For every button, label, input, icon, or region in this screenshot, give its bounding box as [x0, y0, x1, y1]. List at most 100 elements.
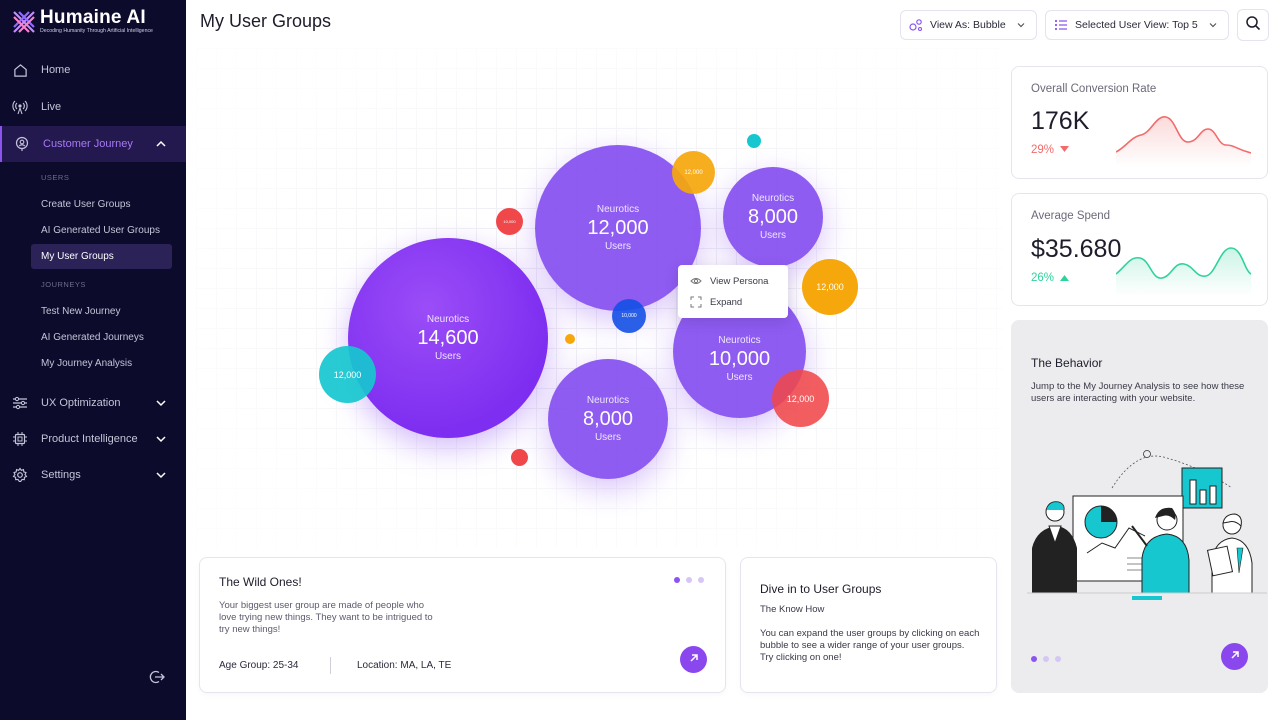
sub-item-my-user-groups[interactable]: My User Groups	[31, 244, 172, 269]
age-group: Age Group: 25-34	[219, 660, 299, 671]
conversion-label: Overall Conversion Rate	[1031, 83, 1157, 95]
bubble-unit: Users	[434, 351, 462, 362]
wild-ones-pagination[interactable]	[674, 577, 710, 583]
sub-item-test-new-journey[interactable]: Test New Journey	[41, 306, 121, 317]
pagination-dot[interactable]	[698, 577, 704, 583]
pagination-dot[interactable]	[686, 577, 692, 583]
selected-user-view-dropdown[interactable]: Selected User View: Top 5	[1045, 10, 1229, 40]
bubble-unit: Users	[594, 432, 622, 443]
pagination-dot[interactable]	[1055, 656, 1061, 662]
sidebar: Humaine AI Decoding Humanity Through Art…	[0, 0, 186, 720]
bubble-value: 12,000	[587, 217, 649, 239]
nav-live[interactable]: Live	[0, 89, 186, 125]
nav-home[interactable]: Home	[0, 52, 186, 88]
small-bubble-value: 12,000	[333, 369, 362, 380]
sub-item-create-user-groups[interactable]: Create User Groups	[41, 199, 131, 210]
conversion-sparkline	[1116, 116, 1251, 167]
home-icon	[12, 62, 28, 78]
sub-item-my-journey-analysis[interactable]: My Journey Analysis	[41, 358, 133, 369]
wild-ones-card	[199, 557, 726, 693]
small-bubble-orange-top[interactable]: 12,000	[672, 151, 715, 194]
triangle-down-icon	[1060, 144, 1070, 156]
nav-settings[interactable]: Settings	[0, 457, 186, 493]
arrow-up-right-icon	[1229, 648, 1241, 666]
small-bubble-teal-left[interactable]: 12,000	[319, 346, 376, 403]
nav-customer-journey[interactable]: Customer Journey	[0, 126, 186, 162]
small-bubble-teal-dot[interactable]	[747, 134, 761, 148]
spend-value: $35.680	[1031, 235, 1122, 263]
small-bubble-red-small[interactable]: 10,000	[496, 208, 523, 235]
small-bubble-red-right[interactable]: 12,000	[772, 370, 829, 427]
chevron-down-icon	[1016, 20, 1026, 30]
wild-ones-open-button[interactable]	[680, 646, 707, 673]
spend-change-value: 26%	[1031, 272, 1055, 284]
small-bubble-orange-dot[interactable]	[565, 334, 575, 344]
conversion-value: 176K	[1031, 107, 1090, 135]
bubble-name: Neurotics	[586, 395, 630, 406]
sub-item-ai-generated-journeys[interactable]: AI Generated Journeys	[41, 332, 144, 343]
average-spend-card: Average Spend $35.680 26%	[1011, 193, 1268, 306]
chevron-down-icon	[154, 396, 168, 410]
nav-ux-optimization-label: UX Optimization	[41, 397, 121, 409]
chip-icon	[12, 431, 28, 447]
bubble-group-1[interactable]: Neurotics 14,600 Users	[348, 238, 548, 438]
view-as-dropdown[interactable]: View As: Bubble	[900, 10, 1037, 40]
wild-ones-title: The Wild Ones!	[219, 575, 302, 589]
location: Location: MA, LA, TE	[357, 660, 452, 671]
pagination-dot[interactable]	[674, 577, 680, 583]
small-bubble-value: 10,000	[503, 219, 516, 224]
eye-icon	[690, 275, 702, 287]
triangle-up-icon	[1060, 272, 1070, 284]
page-title: My User Groups	[200, 11, 332, 31]
bubble-name: Neurotics	[426, 314, 470, 325]
bubble-group-5[interactable]: Neurotics 8,000 Users	[548, 359, 668, 479]
broadcast-icon	[12, 99, 28, 115]
expand-icon	[690, 296, 702, 308]
bubble-value: 10,000	[708, 347, 771, 370]
team-analytics-illustration	[1027, 450, 1267, 600]
chevron-up-icon	[154, 137, 168, 151]
chevron-down-icon	[154, 432, 168, 446]
conversion-rate-card: Overall Conversion Rate 176K 29%	[1011, 66, 1268, 179]
small-bubble-orange-right[interactable]: 12,000	[802, 259, 858, 315]
behavior-card: The Behavior Jump to the My Journey Anal…	[1011, 320, 1268, 693]
logout-icon[interactable]	[149, 669, 165, 685]
pagination-dot[interactable]	[1031, 656, 1037, 662]
small-bubble-red-dot[interactable]	[511, 449, 528, 466]
sub-item-ai-generated-user-groups[interactable]: AI Generated User Groups	[41, 225, 160, 236]
selected-user-view-label: Selected User View: Top 5	[1075, 19, 1198, 31]
bubble-value: 8,000	[582, 408, 634, 430]
small-bubble-value: 10,000	[621, 313, 637, 319]
nav-product-intelligence[interactable]: Product Intelligence	[0, 421, 186, 457]
expand-menu-item[interactable]: Expand	[690, 296, 742, 308]
dive-in-title: Dive in to User Groups	[760, 582, 882, 596]
behavior-title: The Behavior	[1031, 356, 1103, 370]
nav-settings-label: Settings	[41, 469, 81, 481]
bubble-group-3[interactable]: Neurotics 8,000 Users	[723, 167, 823, 267]
pagination-dot[interactable]	[1043, 656, 1049, 662]
search-button[interactable]	[1237, 9, 1269, 41]
view-persona-menu-item[interactable]: View Persona	[690, 275, 768, 287]
wild-ones-description: Your biggest user group are made of peop…	[219, 600, 433, 635]
small-bubble-blue-center[interactable]: 10,000	[612, 299, 646, 333]
bubble-unit: Users	[726, 371, 753, 383]
spend-change: 26%	[1031, 272, 1070, 284]
arrow-up-right-icon	[688, 651, 700, 669]
conversion-change: 29%	[1031, 144, 1070, 156]
bubble-value: 8,000	[747, 206, 799, 228]
logo[interactable]: Humaine AI Decoding Humanity Through Art…	[12, 8, 153, 35]
bubble-context-menu: View Persona Expand	[678, 265, 788, 318]
dive-in-card	[740, 557, 997, 693]
section-label-users: USERS	[41, 173, 70, 182]
view-persona-label: View Persona	[710, 275, 769, 287]
expand-label: Expand	[710, 296, 743, 308]
behavior-text: Jump to the My Journey Analysis to see h…	[1031, 381, 1245, 404]
brand-name: Humaine AI	[40, 7, 146, 28]
bubble-unit: Users	[604, 241, 632, 252]
behavior-pagination[interactable]	[1031, 656, 1067, 662]
list-icon	[1054, 18, 1068, 32]
chevron-down-icon	[1208, 20, 1218, 30]
behavior-open-button[interactable]	[1221, 643, 1248, 670]
nav-ux-optimization[interactable]: UX Optimization	[0, 385, 186, 421]
nav-live-label: Live	[41, 101, 62, 113]
